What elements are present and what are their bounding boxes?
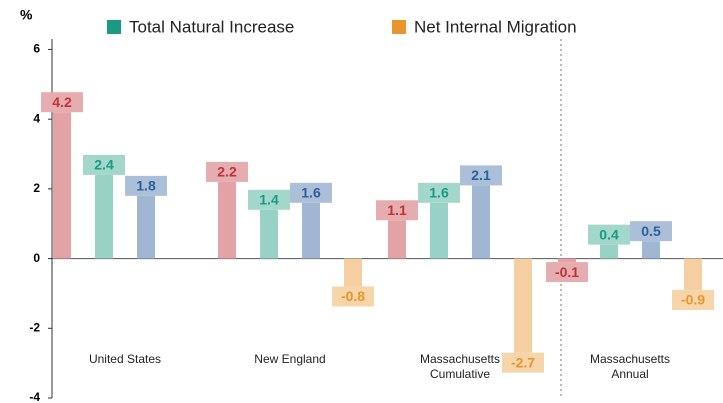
value-label: 1.4 <box>259 191 279 207</box>
y-tick-label: -2 <box>29 320 40 334</box>
value-label-box <box>41 92 83 113</box>
value-label: -0.1 <box>555 264 579 280</box>
y-axis-label: % <box>20 7 33 23</box>
value-label-box <box>502 352 544 373</box>
bar <box>388 220 406 259</box>
bar <box>642 241 660 259</box>
y-tick-label: -4 <box>29 390 40 403</box>
value-label: 0.4 <box>599 226 619 242</box>
value-label: -2.7 <box>511 354 535 370</box>
value-label: 1.6 <box>429 185 449 201</box>
x-tick-label: Massachusetts Annual <box>589 352 671 381</box>
value-label: 2.2 <box>217 164 237 180</box>
value-label: 2.4 <box>94 157 114 173</box>
value-label: -0.8 <box>341 288 365 304</box>
value-label-box <box>546 262 588 283</box>
value-label-box <box>418 182 460 203</box>
y-tick-label: 0 <box>33 251 40 265</box>
y-tick-label: 6 <box>33 42 40 56</box>
bar <box>684 258 702 290</box>
value-label-box <box>630 221 672 242</box>
value-label-box <box>460 165 502 186</box>
y-tick-label: 2 <box>33 181 40 195</box>
value-label-box <box>376 200 418 221</box>
value-label: 4.2 <box>52 94 72 110</box>
value-label-box <box>332 286 374 307</box>
bar <box>260 209 278 259</box>
bar <box>430 202 448 259</box>
x-tick-label: New England <box>254 352 326 366</box>
value-label: 1.8 <box>136 178 156 194</box>
bar <box>514 258 532 353</box>
legend-label: Total Natural Increase <box>129 17 294 36</box>
value-label-box <box>206 161 248 182</box>
bar <box>53 112 71 259</box>
bar <box>302 202 320 259</box>
value-label-box <box>83 154 125 175</box>
bar <box>344 258 362 287</box>
bar <box>600 244 618 259</box>
value-label: 0.5 <box>641 223 661 239</box>
y-tick-label: 4 <box>33 111 40 125</box>
value-label-box <box>588 224 630 245</box>
legend-swatch <box>392 20 406 34</box>
value-label: 1.6 <box>301 185 321 201</box>
value-label-box <box>125 175 167 196</box>
legend-swatch <box>107 20 121 34</box>
legend-label: Net Internal Migration <box>414 17 577 36</box>
bar <box>95 174 113 259</box>
bar <box>137 195 155 259</box>
x-tick-label: Massachusetts Cumulative <box>419 352 501 381</box>
value-label-box <box>290 182 332 203</box>
bar <box>558 258 576 263</box>
value-label: 1.1 <box>387 202 407 218</box>
bar <box>472 185 490 259</box>
bar <box>218 181 236 259</box>
value-label: 2.1 <box>471 167 491 183</box>
value-label: -0.9 <box>681 292 705 308</box>
x-tick-label: United States <box>88 352 162 366</box>
value-label-box <box>672 289 714 310</box>
value-label-box <box>248 189 290 210</box>
